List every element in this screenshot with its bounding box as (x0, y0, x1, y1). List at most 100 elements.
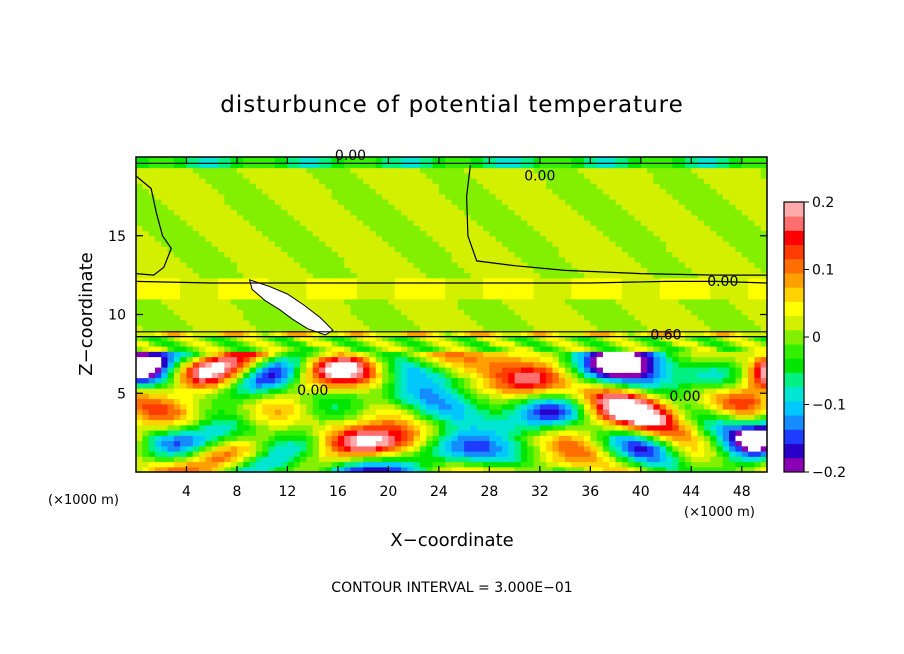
field-cell (401, 319, 408, 326)
field-cell (243, 356, 251, 363)
field-cell (514, 314, 522, 321)
field-cell (161, 466, 169, 473)
field-cell (281, 267, 289, 274)
field-cell (388, 277, 396, 284)
field-cell (167, 267, 175, 274)
field-cell (268, 351, 276, 358)
field-cell (615, 283, 623, 289)
field-cell (255, 403, 263, 410)
field-cell (602, 361, 610, 368)
field-cell (735, 330, 743, 337)
field-cell (596, 251, 604, 258)
field-cell (476, 267, 484, 274)
field-cell (192, 377, 200, 384)
field-cell (432, 424, 440, 431)
field-cell (565, 393, 572, 400)
field-cell (697, 340, 705, 347)
field-cell (615, 262, 623, 268)
field-cell (596, 419, 604, 426)
field-cell (754, 414, 762, 421)
field-cell (432, 283, 440, 289)
field-cell (697, 461, 705, 468)
field-cell (735, 356, 743, 363)
field-cell (243, 388, 251, 394)
field-cell (710, 340, 718, 347)
field-cell (533, 445, 541, 452)
field-cell (697, 361, 705, 368)
field-cell (527, 414, 535, 421)
field-cell (615, 325, 623, 331)
field-cell (539, 304, 547, 310)
field-cell (205, 361, 213, 368)
field-cell (546, 424, 554, 431)
field-cell (205, 351, 213, 358)
field-cell (369, 230, 377, 237)
field-cell (382, 409, 389, 415)
field-cell (199, 451, 207, 457)
field-cell (539, 424, 547, 431)
field-cell (754, 382, 762, 389)
field-cell (590, 267, 598, 274)
field-cell (501, 309, 509, 316)
field-cell (388, 293, 396, 300)
field-cell (457, 440, 465, 447)
field-cell (419, 466, 427, 473)
field-cell (748, 424, 755, 431)
field-cell (350, 241, 358, 247)
field-cell (344, 293, 352, 300)
field-cell (394, 361, 402, 368)
field-cell (388, 440, 396, 447)
field-cell (476, 388, 484, 394)
field-cell (337, 283, 345, 289)
field-cell (539, 377, 547, 384)
field-cell (249, 419, 257, 426)
field-cell (508, 435, 516, 442)
field-cell (552, 451, 560, 457)
field-cell (262, 262, 270, 268)
field-cell (577, 293, 585, 300)
field-cell (584, 277, 591, 284)
field-cell (382, 251, 389, 258)
field-cell (760, 456, 768, 463)
field-cell (199, 325, 207, 331)
field-cell (476, 241, 484, 247)
field-cell (483, 367, 490, 373)
field-cell (741, 241, 749, 247)
field-cell (350, 430, 358, 436)
field-cell (375, 445, 383, 452)
field-cell (584, 461, 591, 468)
field-cell (760, 445, 768, 452)
field-cell (476, 445, 484, 452)
field-cell (596, 403, 604, 410)
field-cell (180, 377, 188, 384)
field-cell (211, 283, 219, 289)
field-cell (142, 440, 150, 447)
field-cell (262, 325, 270, 331)
field-cell (199, 398, 207, 405)
field-cell (344, 267, 352, 274)
field-cell (596, 241, 604, 247)
field-cell (262, 225, 270, 232)
field-cell (369, 456, 377, 463)
field-cell (426, 246, 434, 253)
field-cell (672, 451, 680, 457)
field-cell (407, 461, 415, 468)
field-cell (224, 214, 232, 221)
field-cell (154, 430, 162, 436)
field-cell (224, 319, 232, 326)
field-cell (451, 382, 459, 389)
field-cell (489, 346, 497, 352)
field-cell (565, 456, 572, 463)
field-cell (388, 262, 396, 268)
field-cell (154, 225, 162, 232)
field-cell (672, 456, 680, 463)
field-cell (312, 251, 320, 258)
field-cell (609, 298, 617, 305)
field-cell (350, 393, 358, 400)
field-cell (167, 288, 175, 295)
field-cell (293, 246, 301, 253)
field-cell (331, 241, 339, 247)
field-cell (741, 419, 749, 426)
field-cell (382, 335, 389, 342)
field-cell (495, 424, 503, 431)
